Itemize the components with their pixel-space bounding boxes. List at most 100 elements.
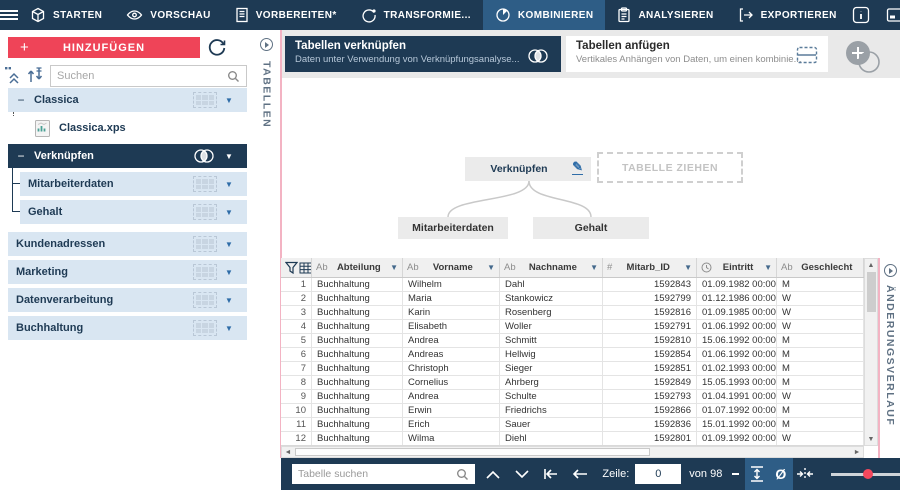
table-row[interactable]: 4 Buchhaltung Elisabeth Woller 1592791 01.06.… — [281, 320, 864, 334]
chevron-down-icon[interactable]: ▼ — [225, 267, 233, 277]
join-node-mitarbeiterdaten[interactable]: Mitarbeiterdaten — [398, 217, 508, 239]
chevron-down-icon[interactable]: ▼ — [764, 263, 772, 272]
table-row[interactable]: 6 Buchhaltung Andreas Hellwig 1592854 01.06.1… — [281, 348, 864, 362]
vertical-scrollbar[interactable]: ▲ ▼ — [864, 258, 878, 446]
join-node-gehalt[interactable]: Gehalt — [533, 217, 649, 239]
table-row[interactable]: 8 Buchhaltung Cornelius Ahrberg 1592849 15.05… — [281, 376, 864, 390]
column-header-abteilung[interactable]: Ab Abteilung ▼ — [312, 258, 403, 277]
row-number-input[interactable] — [635, 464, 682, 484]
tab-exportieren[interactable]: EXPORTIEREN — [726, 0, 849, 30]
collapse-all-icon[interactable] — [4, 66, 24, 84]
sidebar-item-marketing[interactable]: Marketing ▼ — [8, 260, 247, 284]
chevron-down-icon[interactable]: ▼ — [225, 95, 233, 105]
chevron-down-icon[interactable]: ▼ — [225, 239, 233, 249]
collapse-minus-icon[interactable]: − — [17, 93, 25, 107]
fit-column-width-button[interactable] — [793, 458, 817, 490]
collapse-minus-icon[interactable]: − — [17, 149, 25, 163]
sidebar-search — [50, 65, 247, 87]
column-header-geschlecht[interactable]: Ab Geschlecht — [777, 258, 864, 277]
header-filter-cell[interactable] — [281, 258, 312, 277]
chevron-down-icon[interactable]: ▼ — [225, 151, 233, 161]
collapse-panel-icon[interactable] — [260, 38, 273, 51]
card-tabellen-verknuepfen[interactable]: Tabellen verknüpfen Daten unter Verwendu… — [285, 36, 561, 72]
chevron-down-icon[interactable]: ▼ — [225, 179, 233, 189]
column-header-vorname[interactable]: Ab Vorname ▼ — [403, 258, 500, 277]
sidebar-item-mitarbeiterdaten[interactable]: Mitarbeiterdaten ▼ — [20, 172, 247, 196]
expand-panel-icon[interactable] — [883, 264, 897, 277]
table-row[interactable]: 7 Buchhaltung Christoph Sieger 1592851 01.02.… — [281, 362, 864, 376]
previous-row-icon[interactable] — [570, 461, 591, 487]
add-button[interactable]: + HINZUFÜGEN — [8, 37, 200, 58]
search-input[interactable] — [51, 70, 227, 82]
column-header-mitarb_id[interactable]: # Mitarb_ID ▼ — [603, 258, 697, 277]
chevron-down-icon[interactable]: ▼ — [487, 263, 495, 272]
tab-tabellen[interactable]: TABELLEN — [260, 61, 273, 129]
show-null-values-button[interactable]: Ø — [768, 458, 793, 490]
table-row[interactable]: 2 Buchhaltung Maria Stankowicz 1592799 01.12.… — [281, 292, 864, 306]
table-cell: M — [777, 278, 864, 291]
scroll-down-icon[interactable]: ▼ — [867, 435, 875, 443]
chevron-down-icon[interactable]: ▼ — [684, 263, 692, 272]
scroll-right-icon[interactable]: ► — [853, 448, 861, 456]
sidebar-item-verknuepfen[interactable]: − Verknüpfen ▼ — [8, 144, 247, 168]
find-next-icon[interactable] — [512, 461, 533, 487]
table-row[interactable]: 10 Buchhaltung Erwin Friedrichs 1592866 01.07… — [281, 404, 864, 418]
chevron-down-icon[interactable]: ▼ — [225, 207, 233, 217]
table-row[interactable]: 12 Buchhaltung Wilma Diehl 1592801 01.09.1992… — [281, 432, 864, 445]
tab-transformieren[interactable]: TRANSFORMIE... — [349, 0, 483, 30]
table-cell: Buchhaltung — [312, 320, 403, 333]
sidebar-item-classica[interactable]: − Classica ▼ — [8, 88, 247, 112]
chevron-down-icon[interactable]: ▼ — [590, 263, 598, 272]
tab-analysieren[interactable]: ANALYSIEREN — [605, 0, 725, 30]
tab-aenderungsverlauf[interactable]: ÄNDERUNGSVERLAUF — [884, 285, 896, 427]
tab-kombinieren[interactable]: KOMBINIEREN — [482, 0, 606, 30]
sidebar-item-classica-xps[interactable]: Classica.xps — [8, 116, 247, 140]
sidebar-item-buchhaltung[interactable]: Buchhaltung ▼ — [8, 316, 247, 340]
fit-row-height-button[interactable] — [744, 458, 769, 490]
panel-divider[interactable] — [280, 30, 282, 458]
hamburger-menu-icon[interactable] — [0, 0, 18, 30]
card-tabellen-anfuegen[interactable]: Tabellen anfügen Vertikales Anhängen von… — [566, 36, 828, 72]
go-first-row-icon[interactable] — [541, 461, 562, 487]
table-drop-zone[interactable]: TABELLE ZIEHEN — [597, 152, 743, 183]
table-cell: W — [777, 292, 864, 305]
table-cell: Sieger — [500, 362, 603, 375]
column-header-nachname[interactable]: Ab Nachname ▼ — [500, 258, 603, 277]
info-icon[interactable] — [849, 4, 873, 26]
table-cell: 01.09.1982 00:00:00 — [697, 278, 777, 291]
refresh-button[interactable] — [204, 35, 230, 61]
sidebar-item-gehalt[interactable]: Gehalt ▼ — [20, 200, 247, 224]
table-row[interactable]: 11 Buchhaltung Erich Sauer 1592836 15.01.1992… — [281, 418, 864, 432]
sidebar-item-kundenadressen[interactable]: Kundenadressen ▼ — [8, 232, 247, 256]
join-node-verknuepfen[interactable]: Verknüpfen ✎ — [465, 157, 591, 181]
row-number-cell: 2 — [281, 292, 312, 305]
table-row[interactable]: 1 Buchhaltung Wilhelm Dahl 1592843 01.09.1982… — [281, 278, 864, 292]
add-combination-button[interactable] — [840, 38, 884, 73]
tab-starten[interactable]: STARTEN — [18, 0, 114, 30]
tab-vorbereiten[interactable]: VORBEREITEN* — [223, 0, 349, 30]
column-header-eintritt[interactable]: Eintritt ▼ — [697, 258, 777, 277]
table-row[interactable]: 9 Buchhaltung Andrea Schulte 1592793 01.04.19… — [281, 390, 864, 404]
table-cell: 15.01.1992 00:00:00 — [697, 418, 777, 431]
zoom-slider[interactable] — [830, 469, 900, 479]
scroll-left-icon[interactable]: ◄ — [284, 448, 292, 456]
zoom-slider-knob[interactable] — [862, 469, 873, 479]
sidebar-item-datenverarbeitung[interactable]: Datenverarbeitung ▼ — [8, 288, 247, 312]
expand-order-icon[interactable] — [26, 66, 46, 84]
find-previous-icon[interactable] — [483, 461, 504, 487]
table-row[interactable]: 3 Buchhaltung Karin Rosenberg 1592816 01.09.1… — [281, 306, 864, 320]
scroll-up-icon[interactable]: ▲ — [867, 261, 875, 269]
hscroll-thumb[interactable] — [295, 448, 650, 456]
chevron-down-icon[interactable]: ▼ — [225, 295, 233, 305]
window-icon[interactable] — [883, 4, 900, 26]
edit-pencil-icon[interactable]: ✎ — [572, 159, 583, 175]
horizontal-scrollbar[interactable]: ◄ ► — [281, 446, 864, 458]
tab-vorschau[interactable]: VORSCHAU — [114, 0, 222, 30]
table-search-input[interactable] — [292, 468, 456, 480]
vscroll-thumb[interactable] — [867, 272, 876, 312]
chevron-down-icon[interactable]: ▼ — [225, 323, 233, 333]
table-row[interactable]: 5 Buchhaltung Andrea Schmitt 1592810 15.06.19… — [281, 334, 864, 348]
panel-divider[interactable] — [878, 258, 880, 458]
chevron-down-icon[interactable]: ▼ — [390, 263, 398, 272]
table-cell: 1592849 — [603, 376, 697, 389]
